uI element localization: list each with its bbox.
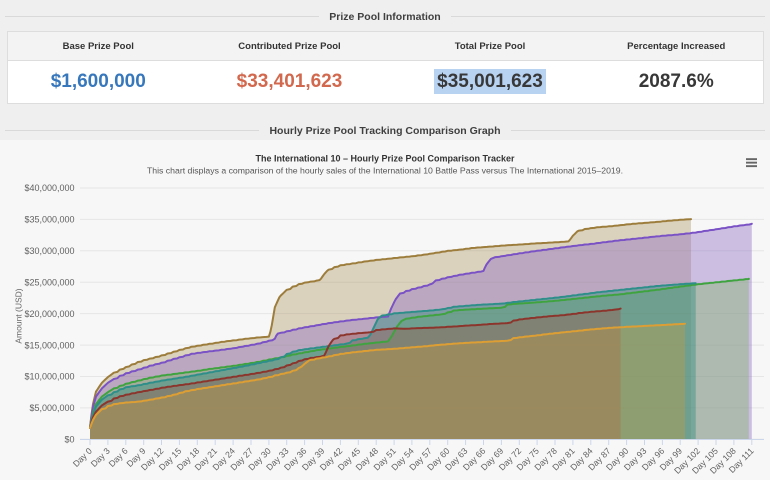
svg-text:$15,000,000: $15,000,000 (24, 340, 74, 350)
svg-text:This chart displays a comparis: This chart displays a comparison of the … (147, 166, 623, 176)
svg-text:$20,000,000: $20,000,000 (24, 309, 74, 319)
svg-text:Amount (USD): Amount (USD) (14, 288, 24, 343)
svg-text:$10,000,000: $10,000,000 (24, 372, 74, 382)
svg-text:$40,000,000: $40,000,000 (24, 183, 74, 193)
svg-text:$25,000,000: $25,000,000 (24, 277, 74, 287)
svg-text:The International 10 – Hourly: The International 10 – Hourly Prize Pool… (255, 154, 515, 164)
svg-text:$5,000,000: $5,000,000 (29, 403, 74, 413)
svg-text:$35,000,000: $35,000,000 (24, 215, 74, 225)
svg-text:$30,000,000: $30,000,000 (24, 246, 74, 256)
svg-text:$0: $0 (64, 435, 74, 445)
